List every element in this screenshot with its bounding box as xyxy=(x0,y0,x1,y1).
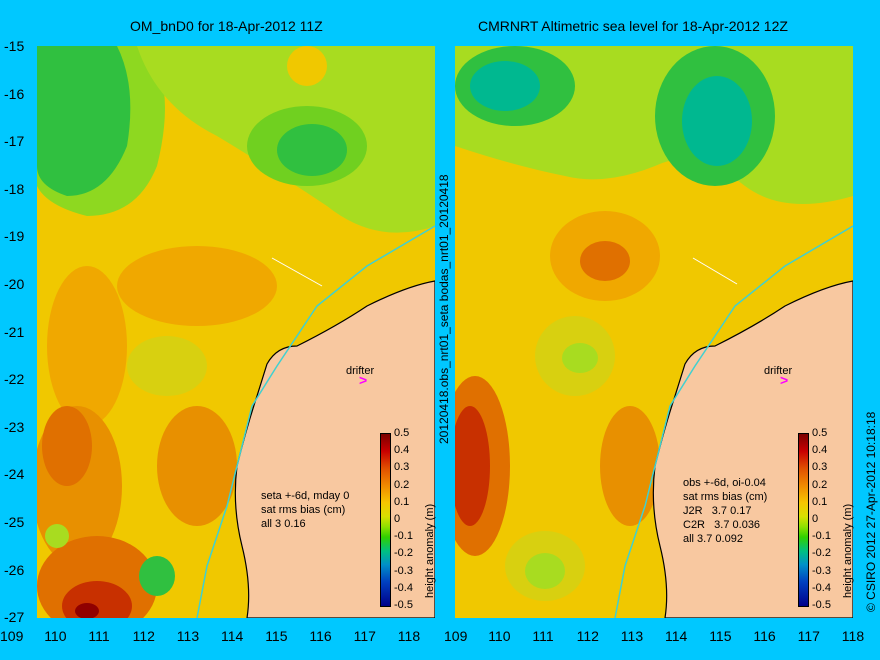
left-colorbar-label: height anomaly (m) xyxy=(424,503,436,598)
colorbar-tick-label: 0 xyxy=(812,513,819,525)
left-info-text: seta +-6d, mday 0 sat rms bias (cm) all 3 … xyxy=(261,489,349,531)
colorbar-tick-label: -0.5 xyxy=(812,599,831,611)
colorbar-tick-label: 0.5 xyxy=(812,427,828,439)
lon-tick-label: 113 xyxy=(176,628,200,644)
lon-tick-label: 109 xyxy=(0,628,24,644)
info-line: obs +-6d, oi-0.04 xyxy=(683,477,766,489)
lat-tick-label: -19 xyxy=(4,228,25,245)
lon-tick-label: 112 xyxy=(132,628,155,644)
right-colorbar xyxy=(798,433,809,607)
copyright-side-text: © CSIRO 2012 27-Apr-2012 10:18:18 xyxy=(864,411,878,612)
lat-tick-label: -26 xyxy=(4,561,25,578)
left-map-panel xyxy=(37,46,435,618)
colorbar-tick-label: 0 xyxy=(394,513,401,525)
lon-tick-label: 117 xyxy=(797,628,820,644)
colorbar-tick-label: 0.2 xyxy=(394,478,410,491)
colorbar-tick-label: -0.4 xyxy=(394,581,413,594)
lat-tick-label: -20 xyxy=(4,276,25,292)
colorbar-tick-label: -0.5 xyxy=(394,599,413,611)
lon-tick-label: 113 xyxy=(620,628,644,644)
right-map-svg xyxy=(455,46,853,618)
colorbar-tick-label: 0.2 xyxy=(812,478,828,491)
colorbar-tick-label: -0.2 xyxy=(394,547,413,560)
lat-tick-label: -22 xyxy=(4,371,25,388)
info-line: J2R 3.7 0.17 xyxy=(683,505,752,517)
colorbar-tick-label: 0.4 xyxy=(812,444,828,457)
lon-tick-label: 118 xyxy=(841,628,865,644)
lon-tick-label: 110 xyxy=(44,628,67,644)
lon-tick-label: 111 xyxy=(88,628,110,644)
lon-tick-label: 116 xyxy=(309,628,332,644)
info-line: C2R 3.7 0.036 xyxy=(683,519,761,531)
colorbar-tick-label: -0.3 xyxy=(394,564,413,577)
right-map-panel xyxy=(455,46,853,618)
left-colorbar xyxy=(380,433,391,607)
left-drifter-marker: > xyxy=(359,372,368,388)
colorbar-tick-label: 0.3 xyxy=(394,461,410,474)
lat-tick-label: -16 xyxy=(4,85,25,102)
lat-tick-label: -24 xyxy=(4,466,25,483)
colorbar-tick-label: 0.5 xyxy=(394,427,410,439)
info-line: sat rms bias (cm) xyxy=(683,491,768,503)
lat-tick-label: -18 xyxy=(4,180,25,197)
right-panel-title: CMRNRT Altimetric sea level for 18-Apr-2… xyxy=(478,18,788,34)
lat-tick-label: -27 xyxy=(4,609,25,626)
right-drifter-marker: > xyxy=(780,372,789,388)
right-drifter-label: drifter xyxy=(764,365,793,377)
info-line: seta +-6d, mday 0 xyxy=(261,490,350,502)
middle-side-text: 20120418.obs_nrt01_seta bodas_nrt01_2012… xyxy=(437,174,451,444)
lat-tick-label: -15 xyxy=(4,38,25,54)
colorbar-tick-label: -0.2 xyxy=(812,547,831,560)
lon-tick-label: 114 xyxy=(665,628,688,644)
lon-tick-label: 115 xyxy=(265,628,288,644)
left-panel-title: OM_bnD0 for 18-Apr-2012 11Z xyxy=(130,18,323,34)
right-info-text: obs +-6d, oi-0.04 sat rms bias (cm) J2R 3.… xyxy=(683,476,767,546)
colorbar-tick-label: 0.1 xyxy=(812,495,828,508)
lon-tick-label: 117 xyxy=(353,628,376,644)
colorbar-tick-label: -0.1 xyxy=(394,530,413,543)
lon-tick-label: 109 xyxy=(444,628,468,644)
lat-tick-label: -23 xyxy=(4,418,25,435)
colorbar-tick-label: -0.4 xyxy=(812,581,831,594)
colorbar-tick-label: 0.3 xyxy=(812,461,828,474)
lon-tick-label: 118 xyxy=(397,628,421,644)
right-colorbar-label: height anomaly (m) xyxy=(842,503,854,598)
info-line: sat rms bias (cm) xyxy=(261,504,346,516)
lon-tick-label: 112 xyxy=(576,628,599,644)
lat-tick-label: -21 xyxy=(4,323,25,340)
left-drifter-label: drifter xyxy=(346,365,375,377)
lon-tick-label: 116 xyxy=(753,628,776,644)
lon-tick-label: 111 xyxy=(532,628,554,644)
colorbar-tick-label: -0.3 xyxy=(812,564,831,577)
lon-tick-label: 115 xyxy=(709,628,732,644)
info-line: all 3 0.16 xyxy=(261,518,306,530)
lat-tick-label: -17 xyxy=(4,133,25,150)
lat-tick-label: -25 xyxy=(4,514,25,530)
lon-tick-label: 114 xyxy=(221,628,244,644)
left-map-svg xyxy=(37,46,435,618)
colorbar-tick-label: 0.1 xyxy=(394,495,410,508)
lon-tick-label: 110 xyxy=(488,628,511,644)
colorbar-tick-label: 0.4 xyxy=(394,444,410,457)
info-line: all 3.7 0.092 xyxy=(683,533,743,545)
colorbar-tick-label: -0.1 xyxy=(812,530,831,543)
